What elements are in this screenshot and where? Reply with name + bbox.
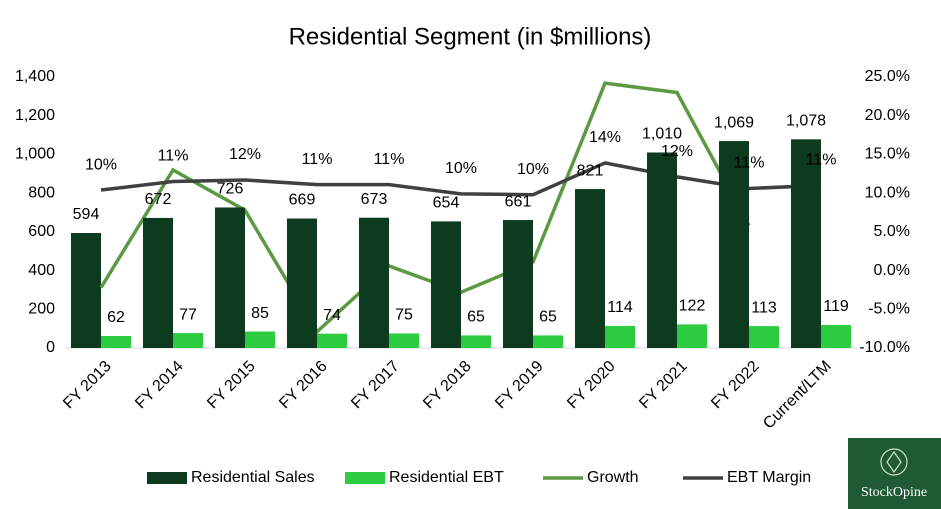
data-label: 122 [679,298,706,315]
bar [605,325,635,348]
data-label: 11% [374,151,405,168]
bar [749,326,779,348]
x-tick-label: FY 2022 [708,358,763,413]
data-label: 114 [607,299,633,316]
y-tick-label: 200 [28,301,55,318]
bar [287,218,317,348]
bar [245,331,275,348]
legend-label: EBT Margin [727,469,811,486]
data-label: 10% [517,161,549,178]
y2-tick-label: 5.0% [874,223,910,240]
data-label: 726 [217,181,244,198]
legend-swatch [345,472,385,484]
line [100,161,822,197]
y-tick-label: 1,000 [15,146,55,163]
data-label: 1,078 [786,113,826,130]
x-tick-label: Current/LTM [760,358,835,433]
x-tick-label: FY 2015 [204,358,259,413]
data-label: 661 [505,193,532,210]
data-label: 74 [323,307,341,324]
data-label: 10% [85,156,117,173]
bar [389,333,419,348]
data-label: 11% [302,151,333,168]
bar [647,152,677,348]
logo-icon [880,448,908,476]
data-label: 65 [467,309,485,326]
bar [503,220,533,348]
bar [821,324,851,348]
x-tick-label: FY 2019 [492,358,547,413]
y-tick-label: 1,400 [15,68,55,85]
data-label: 821 [577,162,604,179]
data-label: 594 [73,206,100,223]
data-label: 62 [107,309,125,326]
legend-label: Growth [587,469,639,486]
logo-box [848,438,941,509]
y-tick-label: 0 [46,339,55,356]
data-label: 113 [751,299,777,316]
x-tick-label: FY 2013 [60,358,115,413]
logo: StockOpine [848,438,941,509]
y-tick-label: 400 [28,262,55,279]
data-label: 14% [589,129,621,146]
bar [317,333,347,348]
bar [533,335,563,348]
bar [677,324,707,348]
bar [359,217,389,348]
bar [143,217,173,348]
bar [215,207,245,348]
chart-title: Residential Segment (in $millions) [289,23,652,50]
y2-tick-label: 0.0% [874,262,910,279]
bar [719,141,749,348]
logo-icon [886,450,902,474]
bar [173,333,203,348]
data-label: 11% [734,155,765,172]
y-tick-label: 600 [28,223,55,240]
y-tick-label: 1,200 [15,107,55,124]
x-tick-label: FY 2016 [276,358,331,413]
logo-text: StockOpine [861,485,927,500]
data-label: 1,069 [714,114,754,131]
bar [101,335,131,348]
data-label: 672 [145,191,172,208]
y2-tick-label: 10.0% [865,184,910,201]
data-label: 673 [361,191,388,208]
bar [431,221,461,348]
data-label: 12% [229,146,261,163]
x-tick-label: FY 2014 [132,358,187,413]
data-label: 65 [539,309,557,326]
y2-tick-label: -10.0% [859,339,910,356]
y2-tick-label: 20.0% [865,107,910,124]
data-label: 11% [158,148,189,165]
data-label: 85 [251,305,269,322]
legend-label: Residential Sales [191,469,315,486]
data-label: 11% [806,152,837,169]
bar [461,335,491,348]
line [99,81,751,335]
bar [71,233,101,348]
x-tick-label: FY 2021 [636,358,691,413]
legend-swatch [147,472,187,484]
data-label: 10% [445,160,477,177]
y2-tick-label: -5.0% [868,301,910,318]
x-tick-label: FY 2018 [420,358,475,413]
data-label: 12% [661,143,693,160]
x-tick-label: FY 2017 [348,358,403,413]
bar [575,189,605,348]
data-label: 77 [179,306,197,323]
y2-tick-label: 25.0% [865,68,910,85]
data-label: 1,010 [642,126,682,143]
data-label: 654 [433,195,460,212]
y2-tick-label: 15.0% [865,146,910,163]
x-tick-label: FY 2020 [564,358,619,413]
data-label: 669 [289,192,316,209]
data-label: 119 [823,298,849,315]
y-tick-label: 800 [28,184,55,201]
data-label: 75 [395,307,413,324]
bar [791,139,821,348]
legend-label: Residential EBT [389,469,504,486]
